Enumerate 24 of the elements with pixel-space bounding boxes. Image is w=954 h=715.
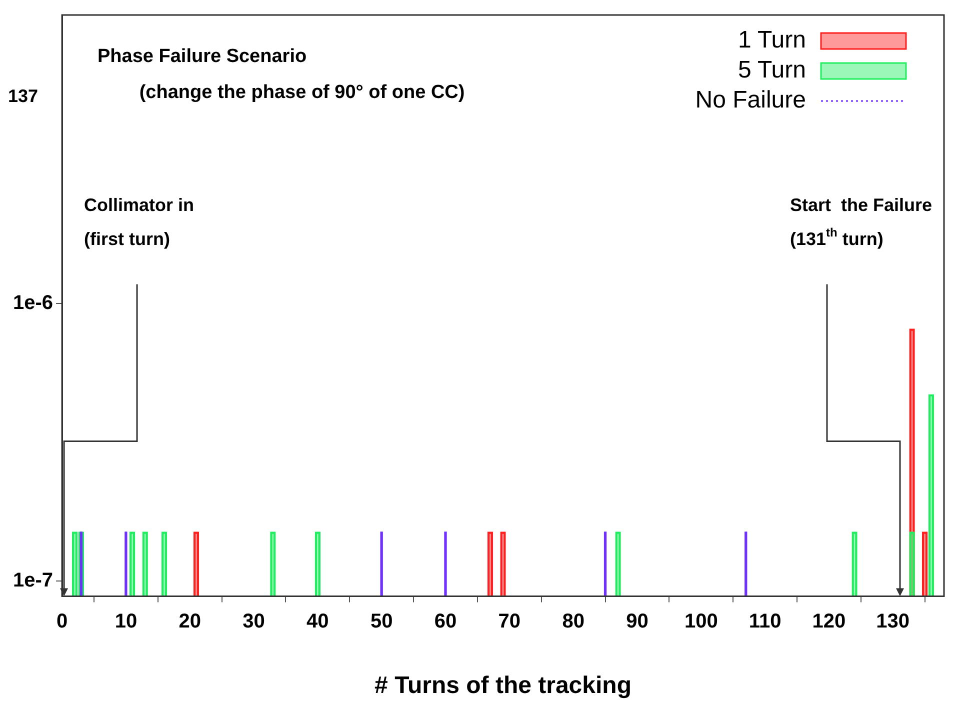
x-tick-label: 20 (178, 610, 201, 633)
text: 137 (8, 86, 38, 106)
x-tick-label: 0 (56, 610, 68, 633)
x-tick-label: 30 (242, 610, 265, 633)
x-tick-label: 60 (434, 610, 457, 633)
x-tick-label: 100 (684, 610, 718, 633)
x-tick-label: 130 (876, 610, 910, 633)
x-axis-title: # Turns of the tracking (374, 672, 632, 700)
legend-label: No Failure (695, 86, 806, 114)
x-tick-label: 80 (562, 610, 584, 633)
y-tick-label: 1e-6 (13, 292, 54, 314)
x-tick-label: 10 (114, 610, 138, 633)
text: Phase Failure Scenario (97, 46, 307, 68)
x-tick-label: 50 (370, 610, 393, 633)
x-tick-label: 110 (748, 610, 782, 633)
x-tick-label: 90 (626, 610, 648, 633)
x-tick-label: 40 (306, 610, 329, 633)
x-tick-label: 120 (812, 610, 846, 633)
text: (change the phase of 90° of one CC) (139, 82, 465, 104)
annotation: Collimator in (first turn) (84, 195, 194, 250)
legend-label: 5 Turn (738, 56, 806, 84)
x-tick-label: 70 (498, 610, 521, 633)
legend-label: 1 Turn (738, 26, 806, 54)
y-tick-label: 1e-7 (13, 569, 54, 592)
